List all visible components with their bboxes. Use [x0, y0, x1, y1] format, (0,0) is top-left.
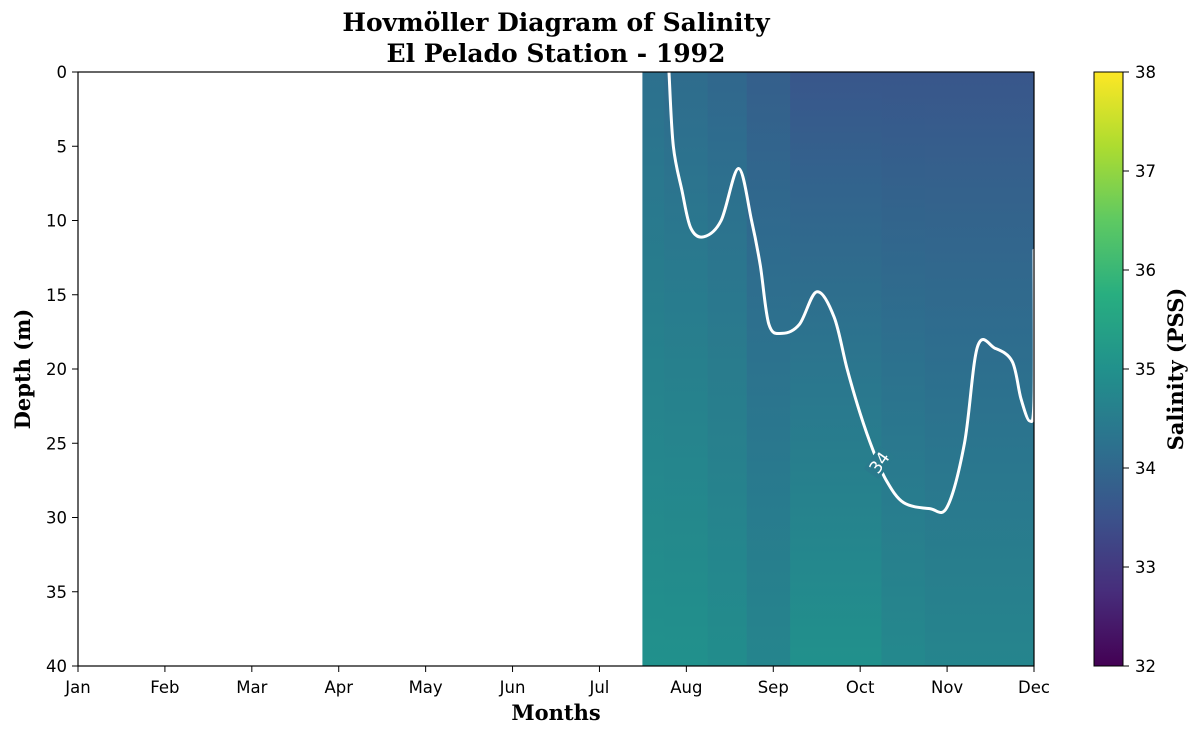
x-tick-label: Aug: [670, 678, 702, 697]
y-tick-label: 0: [57, 63, 68, 82]
y-tick-label: 5: [57, 137, 68, 156]
x-axis: Jan Feb Mar Apr May Jun Jul Aug Sep Oct Nov Dec: [64, 666, 1050, 697]
x-tick-label: Dec: [1018, 678, 1050, 697]
heatmap-column: [664, 72, 709, 666]
colorbar-tick-label: 34: [1135, 459, 1156, 478]
x-tick-label: Apr: [324, 678, 353, 697]
x-tick-label: Jul: [588, 678, 609, 697]
y-tick-label: 35: [46, 583, 67, 602]
x-tick-label: Sep: [758, 678, 789, 697]
y-tick-label: 15: [46, 286, 67, 305]
x-tick-label: Feb: [150, 678, 179, 697]
colorbar-tick-label: 35: [1135, 360, 1156, 379]
colorbar-gradient: [1093, 71, 1124, 667]
colorbar: 32 33 34 35 36 37 38: [1093, 63, 1156, 676]
colorbar-tick-label: 32: [1135, 657, 1156, 676]
colorbar-tick-label: 37: [1135, 162, 1156, 181]
y-tick-label: 25: [46, 434, 67, 453]
plot-area: [642, 72, 1034, 666]
heatmap-column: [924, 72, 970, 666]
heatmap-column: [968, 72, 1013, 666]
chart-title: Hovmöller Diagram of Salinity: [342, 8, 771, 37]
heatmap-column: [881, 72, 926, 666]
salinity-heatmap: [642, 72, 1034, 666]
x-tick-label: Mar: [236, 678, 267, 697]
colorbar-label: Salinity (PSS): [1163, 288, 1188, 451]
heatmap-column: [746, 72, 792, 666]
heatmap-column: [642, 72, 666, 666]
heatmap-column: [707, 72, 748, 666]
x-axis-label: Months: [511, 700, 600, 725]
colorbar-ticks: 32 33 34 35 36 37 38: [1123, 63, 1156, 676]
colorbar-tick-label: 33: [1135, 558, 1156, 577]
contour-line-34: [667, 72, 1034, 515]
colorbar-tick-label: 36: [1135, 261, 1156, 280]
x-tick-label: Jun: [499, 678, 526, 697]
heatmap-column: [837, 72, 883, 666]
y-tick-label: 10: [46, 212, 67, 231]
y-tick-label: 30: [46, 509, 67, 528]
chart-subtitle: El Pelado Station - 1992: [387, 39, 726, 68]
contour-label-gap: [863, 445, 895, 480]
y-axis-label: Depth (m): [10, 309, 35, 430]
x-tick-label: Oct: [846, 678, 875, 697]
heatmap-column: [790, 72, 839, 666]
heatmap-column: [1011, 72, 1034, 666]
y-tick-label: 20: [46, 360, 67, 379]
y-axis: 0 5 10 15 20 25 30 35 40: [46, 63, 78, 676]
x-tick-label: May: [409, 678, 443, 697]
colorbar-tick-label: 38: [1135, 63, 1156, 82]
y-tick-label: 40: [46, 657, 67, 676]
x-tick-label: Nov: [931, 678, 963, 697]
x-tick-label: Jan: [64, 678, 90, 697]
